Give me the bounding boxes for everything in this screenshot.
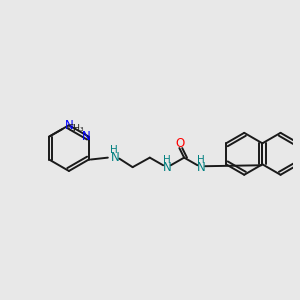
Text: N: N bbox=[82, 130, 90, 143]
Text: H: H bbox=[163, 154, 171, 164]
Text: O: O bbox=[176, 137, 185, 150]
Text: N: N bbox=[197, 161, 206, 174]
Text: N: N bbox=[111, 151, 120, 164]
Text: H: H bbox=[110, 145, 117, 155]
Text: CH₃: CH₃ bbox=[67, 124, 84, 133]
Text: N: N bbox=[64, 119, 73, 132]
Text: N: N bbox=[163, 161, 171, 174]
Text: H: H bbox=[197, 154, 205, 164]
